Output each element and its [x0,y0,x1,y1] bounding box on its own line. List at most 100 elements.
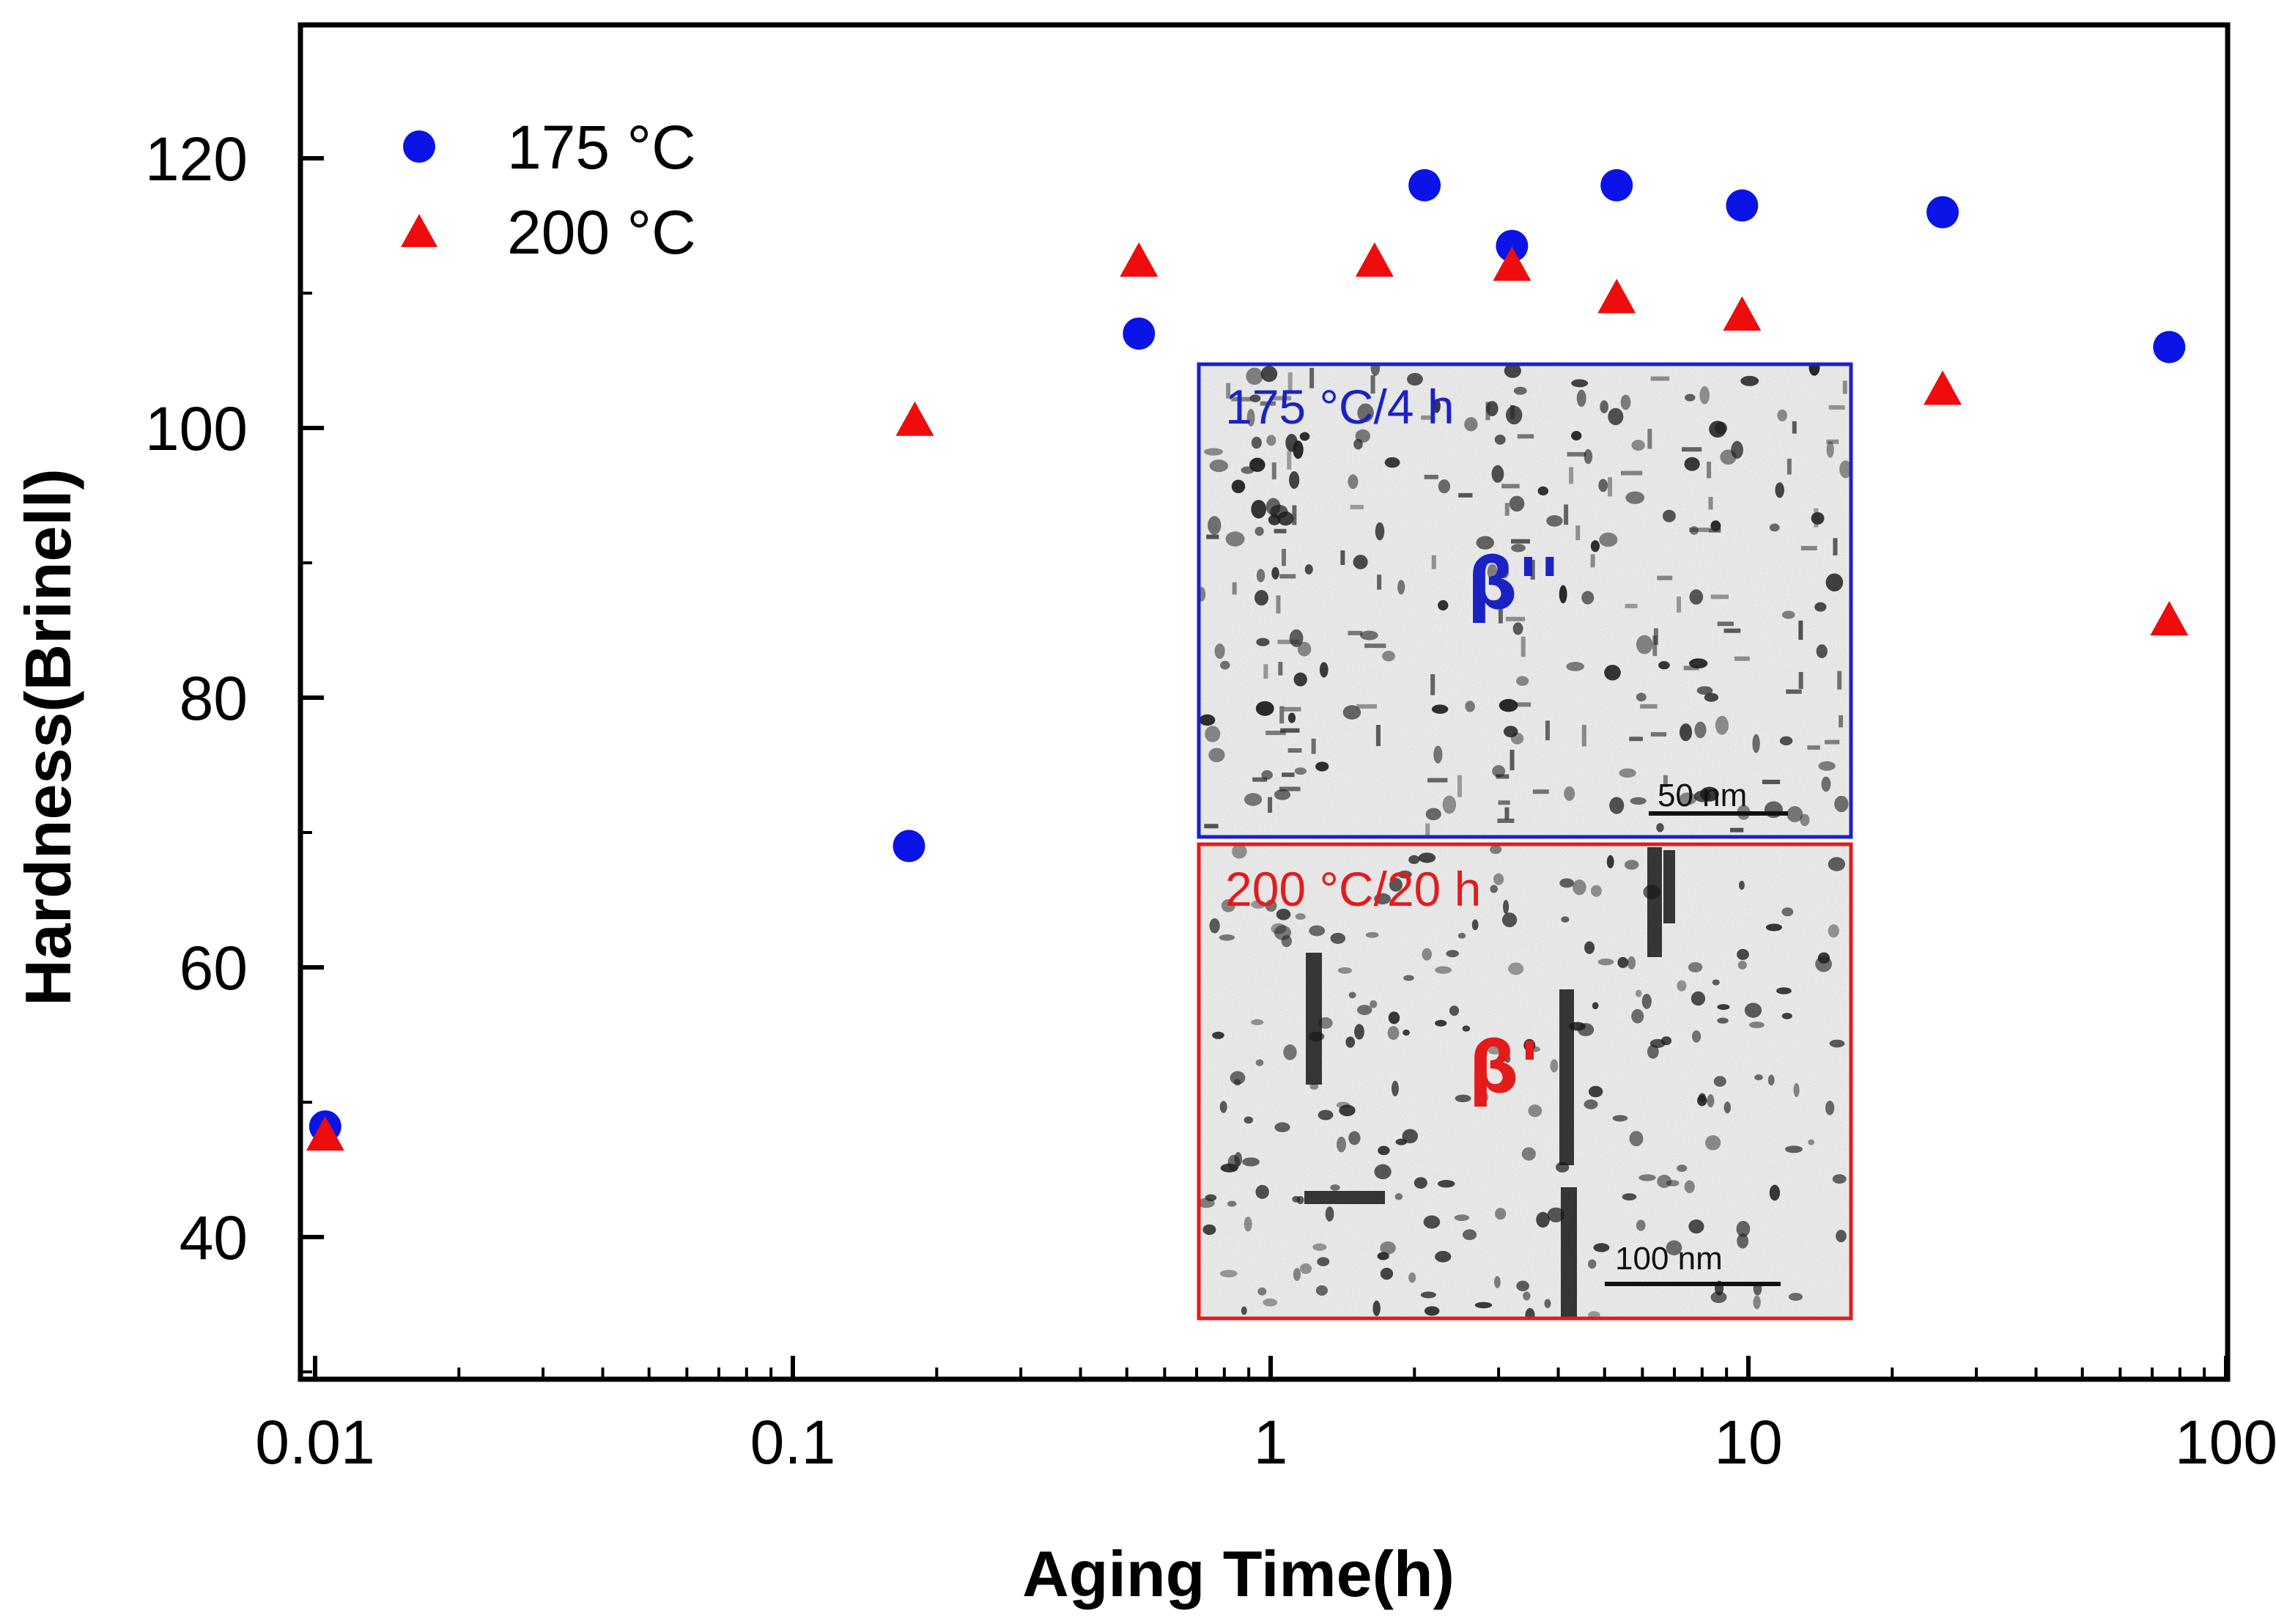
precipitate [1278,662,1283,676]
precipitate [1279,786,1301,791]
precipitate [1377,575,1382,590]
inset-175C-phase: β'' [1467,543,1561,625]
precipitate [1292,505,1297,525]
precipitate [1688,658,1708,669]
precipitate [1828,924,1839,938]
precipitate [1694,721,1707,739]
precipitate [1435,1250,1452,1263]
precipitate [1636,693,1647,702]
precipitate [1246,408,1255,427]
precipitate [1418,852,1436,863]
precipitate [1289,471,1300,490]
precipitate [1572,879,1586,896]
precipitate [1355,429,1371,443]
precipitate [1784,1145,1803,1154]
precipitate [1544,1299,1551,1308]
precipitate [1319,662,1329,678]
legend-marker-175C [403,130,435,163]
rod-precipitate [1306,953,1322,1085]
precipitate [1293,672,1307,687]
precipitate [1370,1000,1378,1008]
precipitate [1309,925,1326,937]
precipitate [1501,484,1520,489]
precipitate [1490,885,1498,893]
point-series-0 [1600,169,1633,202]
precipitate [1744,1003,1762,1018]
y-tick-label: 40 [180,1203,248,1272]
precipitate [1536,1211,1550,1228]
x-tick-label: 1 [1254,1408,1288,1477]
precipitate [1490,844,1502,855]
x-tick-label: 100 [2175,1408,2276,1477]
precipitate [1624,860,1639,870]
precipitate [1256,569,1266,583]
precipitate [1435,966,1452,974]
precipitate [1775,482,1784,498]
precipitate [1828,857,1846,871]
x-axis-tick-labels: 0.01 0.1 1 10 100 [255,1408,2276,1477]
inset-175C-scale-text: 50 nm [1658,778,1747,813]
point-series-0 [1726,189,1759,222]
precipitate [1422,948,1433,961]
precipitate [1658,661,1670,670]
point-series-0 [893,830,925,863]
precipitate [1510,539,1530,544]
precipitate [1232,844,1247,859]
precipitate [1442,795,1457,814]
precipitate [1505,616,1526,621]
precipitate [1203,448,1223,456]
precipitate [1266,498,1281,516]
precipitate [1382,650,1395,662]
precipitate [1826,439,1839,444]
precipitate [1414,1177,1427,1189]
precipitate [1608,477,1613,497]
precipitate [1689,527,1710,532]
y-axis-title: Hardness(Brinell) [12,468,84,1006]
precipitate [1365,931,1379,938]
precipitate [1293,1268,1301,1281]
precipitate [1231,479,1246,494]
precipitate [1842,380,1847,394]
precipitate [1287,712,1296,723]
precipitate [1497,818,1515,823]
point-series-1 [1355,242,1394,277]
precipitate [1720,449,1737,465]
precipitate [1717,621,1734,627]
inset-200C-border [1197,842,1853,1321]
precipitate [1457,775,1462,797]
precipitate [1360,630,1378,641]
precipitate [1677,980,1687,992]
precipitate [1717,1017,1729,1024]
precipitate [1255,1184,1269,1199]
precipitate [1227,1200,1237,1207]
data-markers [306,169,2189,1151]
precipitate [1710,1291,1727,1304]
precipitate [1498,608,1503,624]
precipitate [1254,590,1268,606]
precipitate [1403,975,1414,981]
precipitate [1786,689,1802,694]
precipitate [1736,1220,1751,1237]
precipitate [1304,564,1313,575]
precipitate [1597,958,1614,966]
precipitate [1261,769,1273,780]
precipitate [1657,575,1673,580]
precipitate [1590,540,1600,553]
precipitate [1269,396,1292,401]
rod-precipitate [1663,850,1675,923]
precipitate [1679,792,1697,805]
precipitate [1808,364,1820,376]
precipitate [1691,1030,1702,1043]
precipitate [1625,603,1638,608]
precipitate [1571,379,1589,388]
precipitate [1738,880,1745,890]
precipitate [1493,873,1504,885]
point-series-1 [1493,246,1532,281]
precipitate [1677,1165,1688,1173]
precipitate [1567,451,1586,457]
precipitate [1454,1214,1470,1222]
precipitate [1631,440,1645,451]
precipitate [1693,790,1711,802]
inset-175C: 175 °C/4 h β'' 50 nm [1197,362,1853,839]
